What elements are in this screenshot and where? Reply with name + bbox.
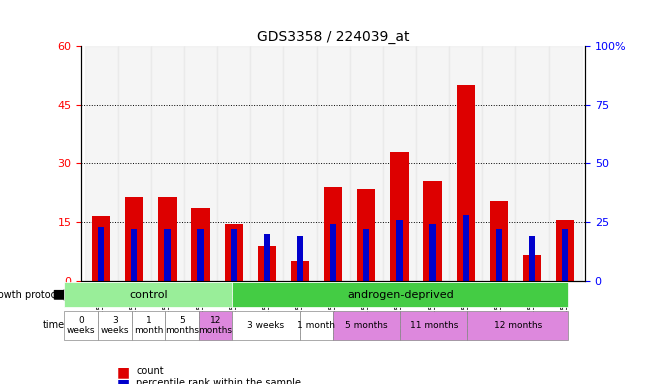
Bar (423, 181, 441, 281)
Bar (383, 46, 416, 281)
Text: 12
months: 12 months (199, 316, 233, 335)
FancyBboxPatch shape (199, 311, 233, 340)
Bar (350, 46, 383, 281)
Text: 3
weeks: 3 weeks (101, 316, 129, 335)
Bar (449, 46, 482, 281)
Bar (84, 46, 118, 281)
Bar (131, 229, 137, 281)
Text: count: count (136, 366, 164, 376)
Text: 1 month: 1 month (297, 321, 335, 330)
Bar (317, 46, 350, 281)
Bar (330, 224, 336, 281)
Bar (489, 200, 508, 281)
Text: time: time (42, 320, 64, 330)
FancyBboxPatch shape (233, 282, 568, 308)
Bar (396, 220, 402, 281)
FancyBboxPatch shape (400, 311, 467, 340)
Bar (192, 209, 210, 281)
Text: ■: ■ (117, 365, 130, 379)
Bar (324, 187, 343, 281)
Text: growth protocol: growth protocol (0, 290, 64, 300)
Text: androgen-deprived: androgen-deprived (347, 290, 454, 300)
Bar (496, 229, 502, 281)
Bar (482, 46, 515, 281)
FancyBboxPatch shape (333, 311, 400, 340)
Bar (250, 46, 283, 281)
Bar (357, 189, 376, 281)
Bar (515, 46, 549, 281)
Bar (258, 245, 276, 281)
Text: percentile rank within the sample: percentile rank within the sample (136, 378, 302, 384)
FancyBboxPatch shape (64, 311, 98, 340)
FancyBboxPatch shape (467, 311, 568, 340)
Bar (184, 46, 217, 281)
Bar (562, 229, 568, 281)
Bar (416, 46, 449, 281)
Bar (297, 236, 303, 281)
Title: GDS3358 / 224039_at: GDS3358 / 224039_at (257, 30, 410, 44)
Bar (151, 46, 184, 281)
Bar (231, 229, 237, 281)
FancyBboxPatch shape (233, 311, 300, 340)
Text: 1
month: 1 month (134, 316, 163, 335)
Text: 5 months: 5 months (345, 321, 388, 330)
FancyArrow shape (55, 289, 68, 300)
FancyBboxPatch shape (165, 311, 199, 340)
Bar (549, 46, 582, 281)
Bar (217, 46, 250, 281)
Text: 0
weeks: 0 weeks (67, 316, 96, 335)
Bar (556, 220, 574, 281)
Bar (98, 227, 104, 281)
Bar (523, 255, 541, 281)
Bar (390, 152, 408, 281)
FancyBboxPatch shape (131, 311, 165, 340)
Bar (363, 229, 369, 281)
Bar (283, 46, 317, 281)
Bar (164, 229, 170, 281)
Text: control: control (129, 290, 168, 300)
Bar (159, 197, 177, 281)
Bar (529, 236, 535, 281)
Text: 3 weeks: 3 weeks (248, 321, 285, 330)
FancyBboxPatch shape (300, 311, 333, 340)
Text: 12 months: 12 months (494, 321, 542, 330)
Bar (92, 216, 111, 281)
Bar (430, 224, 436, 281)
Bar (118, 46, 151, 281)
Bar (456, 85, 474, 281)
Text: 5
months: 5 months (165, 316, 199, 335)
Text: 11 months: 11 months (410, 321, 458, 330)
Bar (291, 261, 309, 281)
FancyBboxPatch shape (64, 282, 233, 308)
Text: ■: ■ (117, 377, 130, 384)
FancyBboxPatch shape (98, 311, 131, 340)
Bar (264, 234, 270, 281)
Bar (225, 224, 243, 281)
Bar (198, 229, 203, 281)
Bar (463, 215, 469, 281)
Bar (125, 197, 144, 281)
